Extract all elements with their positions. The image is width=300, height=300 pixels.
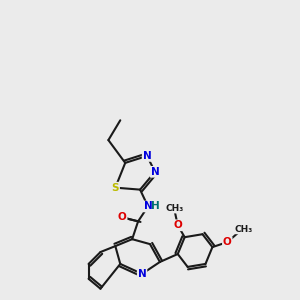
Text: N: N (143, 151, 152, 161)
Text: N: N (151, 167, 159, 177)
Text: O: O (173, 220, 182, 230)
Text: CH₃: CH₃ (166, 204, 184, 213)
Text: N: N (144, 202, 152, 212)
Text: O: O (118, 212, 127, 222)
Text: O: O (223, 237, 232, 247)
Text: N: N (138, 269, 146, 279)
Text: H: H (151, 202, 159, 212)
Text: CH₃: CH₃ (235, 225, 253, 234)
Text: S: S (112, 183, 119, 193)
